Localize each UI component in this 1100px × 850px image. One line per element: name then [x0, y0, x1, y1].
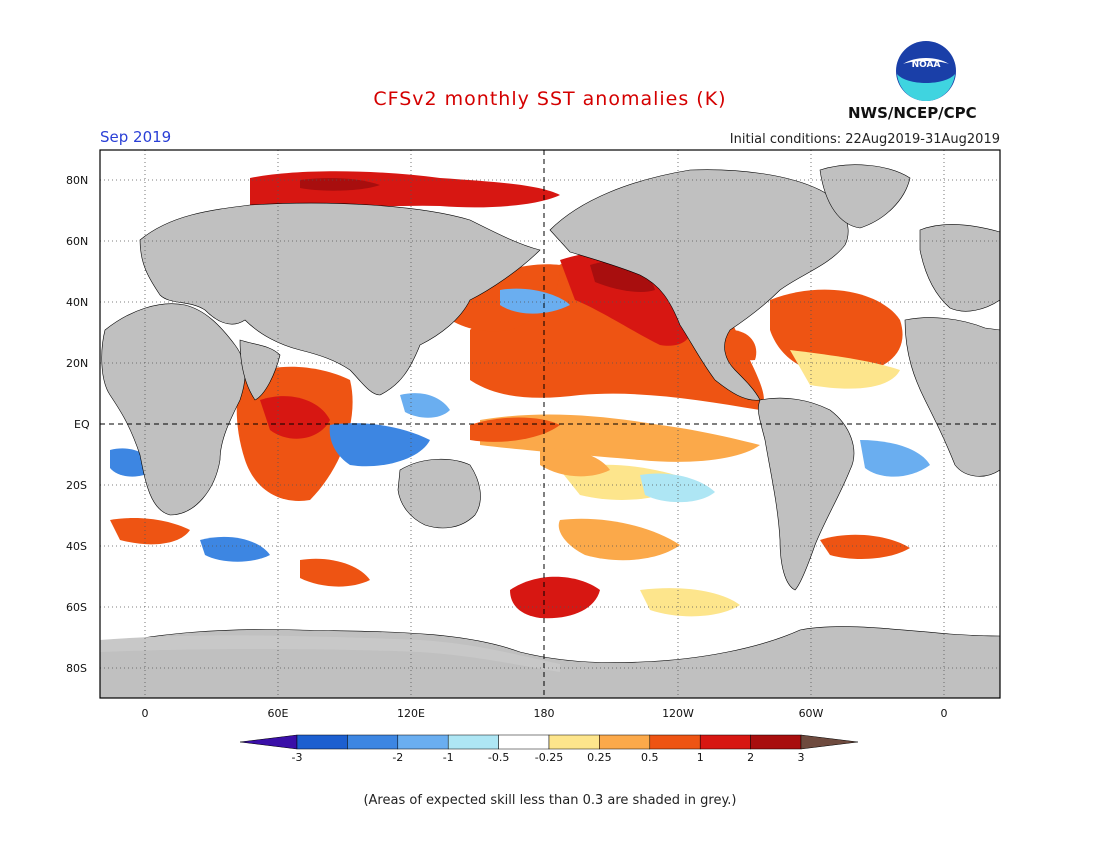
- colorbar-bin: [750, 734, 802, 750]
- land-india: [239, 339, 281, 401]
- initial-conditions: Initial conditions: 22Aug2019-31Aug2019: [729, 132, 1000, 147]
- lon-label: 60E: [268, 707, 289, 720]
- colorbar-bin: [599, 734, 651, 750]
- land-south-america: [758, 397, 855, 591]
- map-frame: [99, 149, 1001, 699]
- colorbar-label: -3: [292, 751, 303, 764]
- colorbar-bin: [397, 734, 449, 750]
- colorbar-bin: [296, 734, 348, 750]
- forecast-month: Sep 2019: [100, 128, 172, 146]
- low-skill-area: [100, 635, 560, 672]
- agency-label: NWS/NCEP/CPC: [848, 104, 977, 122]
- equator-dateline: [100, 150, 1000, 698]
- lat-label: 60S: [66, 601, 87, 614]
- map-title: CFSv2 monthly SST anomalies (K): [373, 88, 727, 110]
- colorbar-label: 0.25: [587, 751, 612, 764]
- colorbar-below-min: [239, 734, 298, 750]
- colorbar-label: 3: [798, 751, 805, 764]
- colorbar-above-max: [800, 734, 859, 750]
- lon-label: 120W: [662, 707, 694, 720]
- lon-label: 0: [941, 707, 948, 720]
- colorbar-label: -1: [443, 751, 454, 764]
- lat-label: 80N: [66, 174, 88, 187]
- colorbar-bin: [347, 734, 399, 750]
- land-europe-west: [919, 224, 1000, 312]
- lat-label: 20S: [66, 479, 87, 492]
- skill-note: (Areas of expected skill less than 0.3 a…: [363, 793, 737, 808]
- lat-label: 80S: [66, 662, 87, 675]
- land-north-america: [549, 169, 849, 401]
- colorbar-label: -0.25: [535, 751, 563, 764]
- longitude-labels: 0 60E 120E 180 120W 60W 0: [142, 707, 948, 720]
- graticule: [100, 150, 1000, 698]
- colorbar-bin: [548, 734, 600, 750]
- land-greenland: [819, 164, 911, 229]
- colorbar-bin: [699, 734, 751, 750]
- colorbar-bin: [649, 734, 701, 750]
- lon-label: 180: [534, 707, 555, 720]
- lat-label: EQ: [74, 418, 90, 431]
- lon-label: 120E: [397, 707, 425, 720]
- colorbar-label: 1: [697, 751, 704, 764]
- colorbar-label: 0.5: [641, 751, 659, 764]
- land-australia: [397, 458, 481, 529]
- land-africa: [101, 303, 246, 516]
- lat-label: 20N: [66, 357, 88, 370]
- noaa-logo: NOAA: [896, 41, 956, 101]
- lon-label: 0: [142, 707, 149, 720]
- land-africa-east-edge: [904, 317, 1000, 477]
- logo-text: NOAA: [912, 60, 941, 70]
- colorbar-label: -0.5: [488, 751, 509, 764]
- lat-label: 40N: [66, 296, 88, 309]
- land-eurasia: [139, 202, 541, 396]
- colorbar-bin: [447, 734, 499, 750]
- colorbar-label: -2: [392, 751, 403, 764]
- latitude-labels: 80N 60N 40N 20N EQ 20S 40S 60S 80S: [66, 174, 90, 675]
- colorbar-label: 2: [747, 751, 754, 764]
- colorbar: -3 -2 -1 -0.5 -0.25 0.25 0.5 1 2 3: [239, 734, 859, 764]
- anomaly-field: [110, 171, 930, 619]
- lat-label: 40S: [66, 540, 87, 553]
- lon-label: 60W: [799, 707, 824, 720]
- lat-label: 60N: [66, 235, 88, 248]
- colorbar-bin: [498, 734, 550, 750]
